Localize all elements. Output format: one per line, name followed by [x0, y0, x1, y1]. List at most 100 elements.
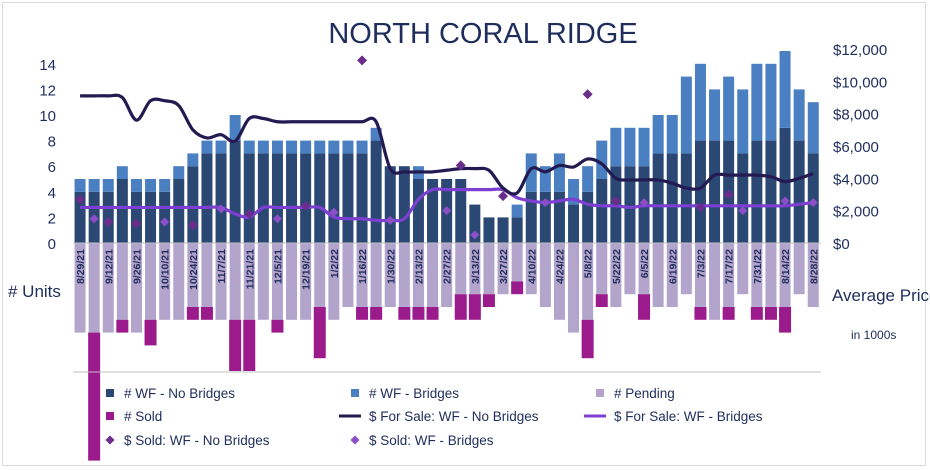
bar-wf-no-bridges — [201, 153, 213, 243]
x-tick-label: 8/14/22 — [780, 249, 792, 284]
bar-wf-bridges — [201, 140, 213, 154]
bar-wf-no-bridges — [187, 166, 199, 243]
legend-swatch — [351, 389, 359, 397]
bar-pending — [229, 243, 241, 320]
marker-sold-wf-no-bridges — [75, 194, 86, 205]
bar-pending — [342, 243, 354, 307]
bar-sold — [779, 307, 792, 333]
bar-sold — [638, 294, 651, 320]
markers-layer — [75, 55, 818, 240]
bar-pending — [130, 243, 142, 333]
bar-wf-no-bridges — [469, 204, 481, 243]
line-for-sale-wf-no-bridges — [80, 93, 814, 196]
left-axis-label: # Units — [8, 282, 61, 301]
bar-wf-no-bridges — [652, 153, 664, 243]
bar-pending — [314, 243, 326, 307]
x-tick-label: 7/17/22 — [724, 249, 736, 284]
right-tick-label: $0 — [833, 236, 850, 253]
bar-sold — [243, 319, 256, 371]
x-tick-label: 6/19/22 — [667, 249, 679, 284]
bar-sold — [722, 307, 735, 320]
x-tick-label: 2/13/22 — [413, 249, 425, 284]
x-tick-label: 10/10/21 — [160, 249, 172, 290]
bar-wf-bridges — [680, 76, 692, 154]
marker-sold-wf-bridges — [385, 215, 395, 225]
bar-wf-bridges — [116, 166, 128, 179]
marker-sold-wf-bridges — [540, 198, 550, 208]
bar-wf-no-bridges — [666, 153, 678, 243]
marker-sold-wf-no-bridges — [723, 189, 734, 200]
x-tick-label: 9/26/21 — [131, 249, 143, 284]
bar-wf-bridges — [88, 179, 100, 192]
bar-pending — [384, 243, 396, 307]
bar-pending — [723, 243, 735, 307]
bar-pending — [187, 243, 199, 307]
x-tick-label: 4/10/22 — [526, 249, 538, 284]
bar-pending — [497, 243, 509, 295]
bar-pending — [412, 243, 424, 307]
left-tick-label: 14 — [39, 57, 56, 74]
bar-sold — [271, 319, 284, 333]
marker-sold-wf-bridges — [442, 206, 452, 216]
bar-pending — [159, 243, 171, 320]
bar-pending — [243, 243, 255, 320]
marker-sold-wf-bridges — [160, 217, 170, 227]
bar-wf-bridges — [779, 51, 791, 128]
legend-label: $ Sold: WF - No Bridges — [124, 433, 270, 448]
x-axis-tick-labels: 8/29/21 9/12/21 9/26/21 10/10/21 10/24/21 11/… — [75, 249, 820, 290]
bar-wf-bridges — [370, 127, 382, 141]
right-tick-label: $8,000 — [833, 107, 879, 124]
legend-swatch — [106, 389, 114, 397]
chart-title: NORTH CORAL RIDGE — [328, 18, 637, 50]
x-tick-label: 1/2/22 — [329, 249, 341, 278]
bar-wf-no-bridges — [229, 140, 241, 243]
bar-wf-no-bridges — [779, 127, 791, 243]
legend-label: # Pending — [614, 386, 675, 401]
left-axis-ticks: 0 2 4 6 8 10 12 14 — [39, 57, 56, 253]
bar-wf-bridges — [300, 140, 312, 154]
bar-sold — [313, 307, 326, 359]
x-tick-label: 6/5/22 — [639, 249, 651, 278]
bar-wf-bridges — [525, 153, 537, 192]
x-tick-label: 1/16/22 — [357, 249, 369, 284]
bar-wf-no-bridges — [582, 191, 594, 243]
bar-sold — [356, 307, 369, 320]
bar-wf-bridges — [694, 63, 706, 141]
right-tick-label: $6,000 — [833, 139, 879, 156]
x-tick-label: 3/27/22 — [498, 249, 510, 284]
x-tick-label: 8/29/21 — [75, 249, 87, 284]
bar-pending — [74, 243, 86, 333]
bar-wf-bridges — [342, 140, 354, 154]
x-tick-label: 1/30/22 — [385, 249, 397, 284]
bar-sold — [468, 294, 481, 320]
marker-sold-wf-bridges — [470, 230, 480, 240]
bar-pending — [455, 243, 467, 295]
bar-wf-no-bridges — [624, 166, 636, 243]
bar-pending — [737, 243, 749, 295]
bar-wf-no-bridges — [680, 153, 692, 243]
bar-wf-no-bridges — [765, 140, 777, 243]
bar-sold — [694, 307, 707, 320]
marker-sold-wf-no-bridges — [695, 202, 706, 213]
bar-pending — [765, 243, 777, 307]
x-tick-label: 10/24/21 — [188, 249, 200, 290]
legend-label: $ Sold: WF - Bridges — [369, 433, 494, 448]
marker-sold-wf-bridges — [808, 198, 818, 208]
left-tick-label: 4 — [48, 185, 56, 202]
marker-sold-wf-no-bridges — [131, 218, 142, 229]
bar-wf-no-bridges — [497, 217, 509, 243]
legend-swatch — [106, 412, 114, 420]
bar-wf-bridges — [271, 140, 283, 154]
bar-wf-no-bridges — [553, 191, 565, 243]
marker-sold-wf-no-bridges — [610, 195, 621, 206]
marker-sold-wf-no-bridges — [300, 200, 311, 211]
marker-sold-wf-bridges — [272, 214, 282, 224]
legend-label: # WF - No Bridges — [124, 386, 235, 401]
bar-sold — [144, 319, 157, 346]
bar-sold — [764, 307, 777, 320]
bar-sold — [454, 294, 467, 320]
bar-pending — [116, 243, 128, 320]
right-tick-label: $10,000 — [833, 74, 887, 91]
marker-sold-wf-no-bridges — [357, 55, 368, 66]
bar-wf-no-bridges — [243, 153, 255, 243]
